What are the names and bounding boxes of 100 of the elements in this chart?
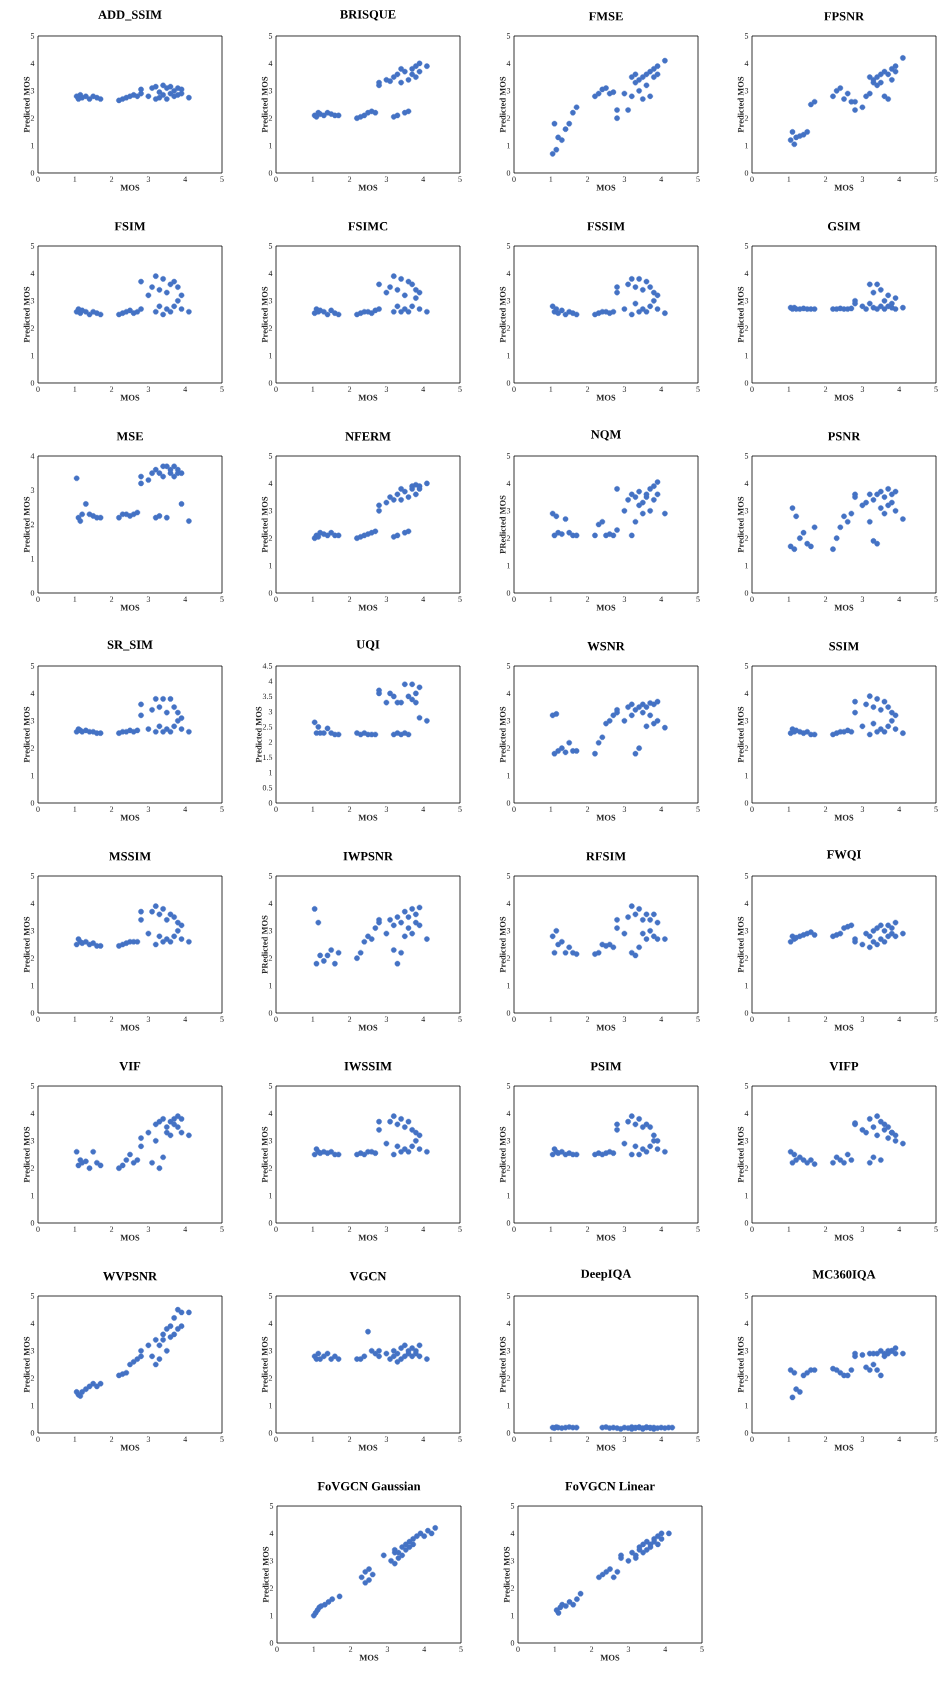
y-tick-label: 5 <box>506 873 511 879</box>
chart-title: MC360IQA <box>812 1270 876 1281</box>
x-tick-label: 4 <box>897 1436 902 1442</box>
y-axis-title: Predicted MOS <box>737 1126 744 1183</box>
y-tick-label: 3 <box>744 298 749 304</box>
y-tick-label: 5 <box>268 1293 273 1299</box>
x-axis-title: MOS <box>834 814 854 821</box>
y-tick-label: 0 <box>30 590 35 596</box>
chart-title: FWQI <box>826 850 861 861</box>
y-tick-label: 5 <box>744 453 749 459</box>
x-tick-label: 4 <box>183 806 188 812</box>
y-tick-label: 1 <box>745 982 748 989</box>
x-tick-label: 4 <box>421 1436 426 1442</box>
y-tick-label: 2 <box>744 325 749 331</box>
y-tick-label: 0 <box>506 380 511 386</box>
x-tick-label: 4 <box>659 806 664 812</box>
x-tick-label: 4 <box>183 1016 188 1022</box>
y-tick-label: 3 <box>744 88 749 94</box>
x-tick-label: 1 <box>73 596 77 602</box>
x-axis-title: MOS <box>120 184 140 191</box>
y-tick-label: 1 <box>31 1192 34 1199</box>
x-tick-label: 1 <box>549 386 553 392</box>
x-tick-label: 1 <box>549 596 553 602</box>
y-tick-label: 2 <box>268 325 273 331</box>
y-tick-label: 1 <box>31 772 34 779</box>
x-tick-label: 1 <box>311 596 315 602</box>
y-tick-label: 4 <box>268 900 273 907</box>
y-tick-label: 0 <box>268 590 273 596</box>
x-tick-label: 2 <box>109 596 114 602</box>
y-tick-label: 0 <box>30 170 35 176</box>
y-axis-title: Predicted MOS <box>499 76 506 133</box>
y-tick-label: 0 <box>30 800 35 806</box>
x-tick-label: 3 <box>860 176 865 182</box>
y-tick-label: 0 <box>506 1430 511 1436</box>
x-tick-label: 0 <box>750 806 754 812</box>
x-tick-label: 4 <box>422 1646 427 1652</box>
x-tick-label: 0 <box>36 596 40 602</box>
x-tick-label: 4 <box>659 1436 664 1442</box>
x-axis-title: MOS <box>596 1444 616 1451</box>
x-tick-label: 0 <box>750 1226 754 1232</box>
y-tick-label: 2 <box>268 739 273 745</box>
x-tick-label: 0 <box>274 1226 278 1232</box>
y-tick-label: 4 <box>30 690 35 697</box>
y-tick-label: 2 <box>268 1375 273 1381</box>
y-tick-label: 0 <box>30 1220 35 1226</box>
x-tick-label: 3 <box>146 1436 151 1442</box>
y-axis-title: Predicted MOS <box>737 1336 744 1393</box>
x-axis-title: MOS <box>120 604 140 611</box>
x-tick-label: 1 <box>73 1016 77 1022</box>
chart-title: MSSIM <box>109 852 151 861</box>
chart-title: DeepIQA <box>580 1269 632 1281</box>
x-tick-label: 1 <box>311 1016 315 1022</box>
x-tick-label: 5 <box>458 596 462 602</box>
y-tick-label: 1 <box>745 1192 748 1199</box>
x-axis-title: MOS <box>358 184 378 191</box>
y-tick-label: 1 <box>507 142 510 149</box>
y-tick-label: 0 <box>744 800 749 806</box>
y-tick-label: 2.5 <box>262 724 273 730</box>
chart-title: NQM <box>590 430 621 441</box>
chart-title: GSIM <box>827 222 861 231</box>
x-tick-label: 5 <box>458 1226 462 1232</box>
chart-title: WVPSNR <box>103 1272 158 1281</box>
x-tick-label: 5 <box>458 806 462 812</box>
y-tick-label: 3.5 <box>262 693 273 700</box>
y-tick-label: 4 <box>268 60 273 67</box>
x-tick-label: 0 <box>516 1646 520 1652</box>
x-tick-label: 2 <box>347 1436 352 1442</box>
y-tick-label: 4 <box>744 60 749 67</box>
x-tick-label: 3 <box>622 1226 627 1232</box>
x-axis-title: MOS <box>358 1444 378 1451</box>
y-tick-label: 4 <box>30 1320 35 1327</box>
y-tick-label: 4 <box>269 1530 274 1537</box>
x-tick-label: 4 <box>421 806 426 812</box>
y-tick-label: 4 <box>30 60 35 67</box>
x-tick-label: 4 <box>897 386 902 392</box>
y-tick-label: 5 <box>30 33 35 39</box>
x-tick-label: 2 <box>585 1226 590 1232</box>
x-axis-title: MOS <box>596 1234 616 1241</box>
x-tick-label: 3 <box>384 596 389 602</box>
chart-title: FPSNR <box>824 12 865 21</box>
x-tick-label: 3 <box>860 1436 865 1442</box>
y-tick-label: 5 <box>506 243 511 249</box>
y-tick-label: 2 <box>744 1165 749 1171</box>
y-tick-label: 0 <box>744 170 749 176</box>
x-tick-label: 3 <box>622 806 627 812</box>
x-tick-label: 5 <box>696 806 700 812</box>
x-tick-label: 3 <box>384 1016 389 1022</box>
y-tick-label: 2 <box>30 745 35 751</box>
chart-title: FSIM <box>114 222 146 231</box>
y-tick-label: 5 <box>30 873 35 879</box>
y-tick-label: 5 <box>744 33 749 39</box>
x-tick-label: 3 <box>146 1226 151 1232</box>
x-axis-title: MOS <box>120 1024 140 1031</box>
x-tick-label: 5 <box>934 596 938 602</box>
x-tick-label: 5 <box>458 1016 462 1022</box>
y-tick-label: 4 <box>744 690 749 697</box>
y-tick-label: 5 <box>510 1503 515 1509</box>
x-tick-label: 0 <box>750 1436 754 1442</box>
x-tick-label: 3 <box>860 1016 865 1022</box>
x-tick-label: 2 <box>589 1646 594 1652</box>
